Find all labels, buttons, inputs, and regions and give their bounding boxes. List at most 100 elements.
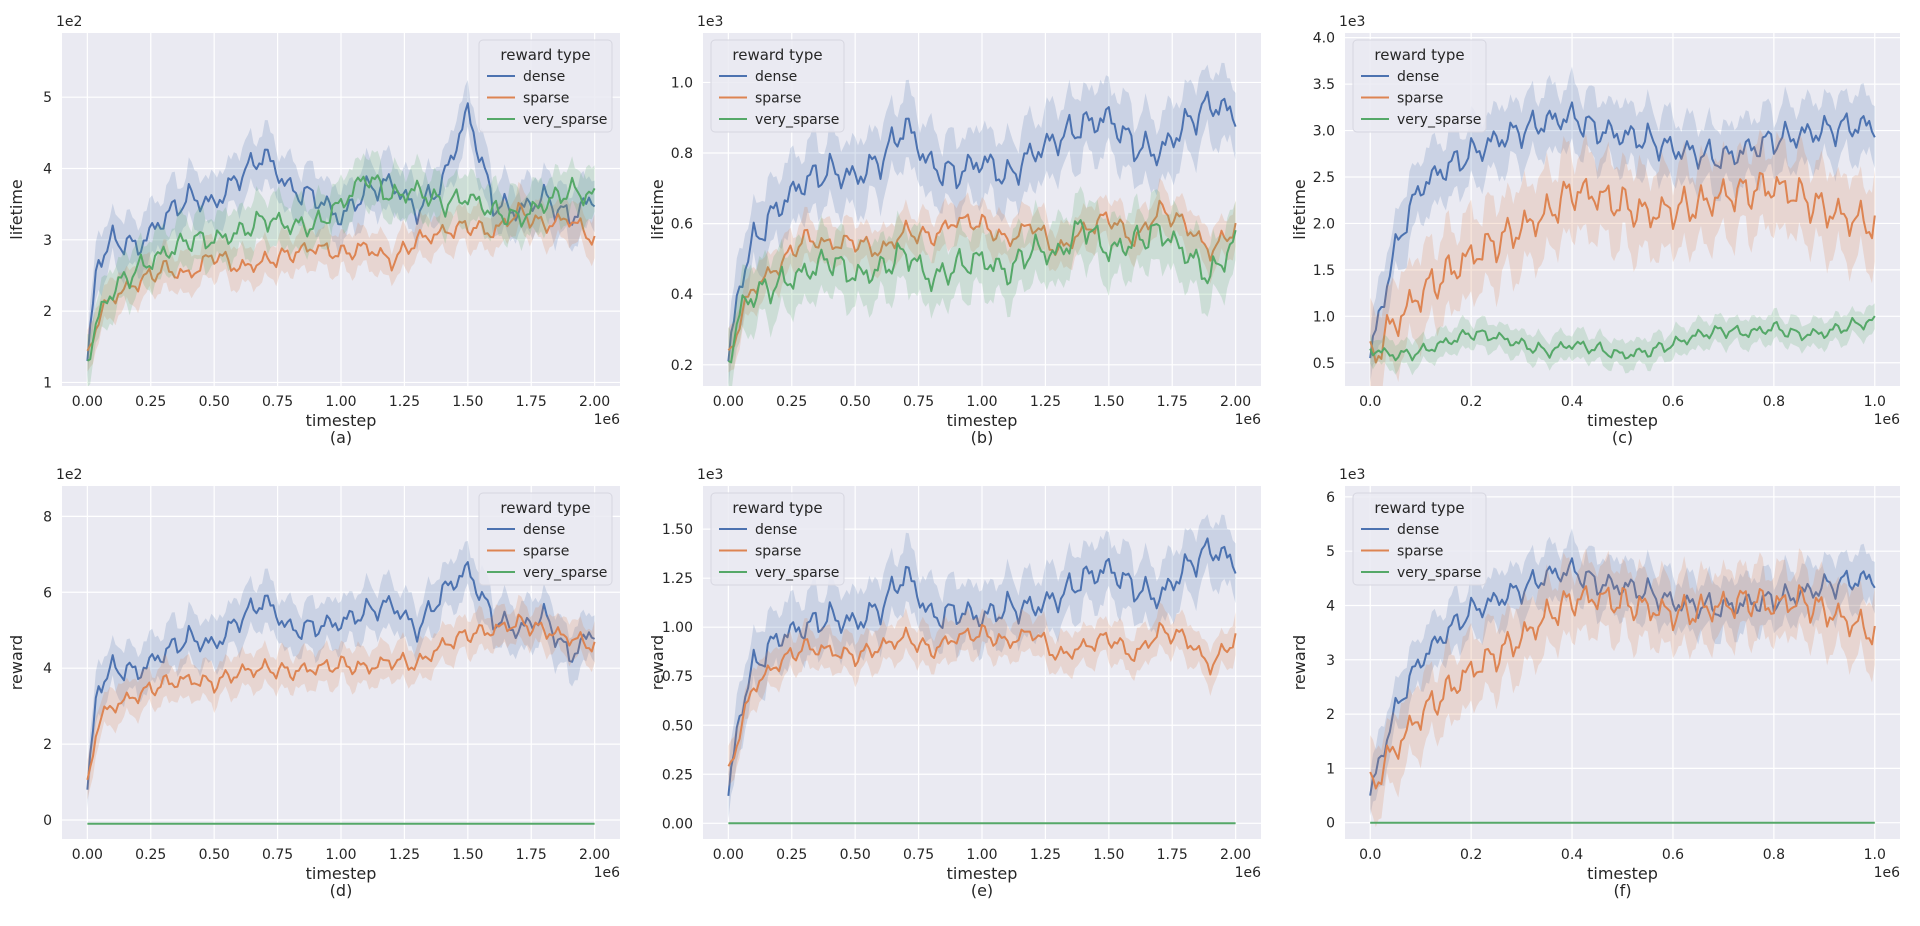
legend: reward type dense sparse very_sparse (710, 492, 845, 586)
y-tick-label: 1 (43, 375, 52, 391)
legend-entry-very_sparse: very_sparse (523, 565, 607, 581)
x-tick-label: 1.00 (966, 847, 997, 863)
legend: reward type dense sparse very_sparse (478, 39, 613, 133)
x-tick-label: 2.00 (1220, 847, 1251, 863)
x-tick-label: 0.50 (199, 394, 230, 410)
legend-entry-dense: dense (523, 69, 565, 85)
legend-entry-sparse: sparse (1397, 544, 1443, 560)
x-tick-label: 0.2 (1460, 847, 1482, 863)
legend-title: reward type (1374, 499, 1464, 517)
y-tick-label: 1.0 (671, 75, 693, 91)
x-tick-label: 0.6 (1662, 847, 1684, 863)
line-very_sparse (86, 174, 596, 362)
y-tick-label: 1.50 (662, 522, 693, 538)
y-offset-label: 1e3 (697, 14, 723, 30)
panel-caption: (e) (971, 881, 993, 900)
y-tick-label: 1.25 (662, 571, 693, 587)
legend-title: reward type (732, 46, 822, 64)
legend: reward type dense sparse very_sparse (1352, 39, 1487, 133)
legend-entry-sparse: sparse (755, 91, 801, 107)
y-offset-label: 1e2 (56, 14, 82, 30)
line-sparse (1369, 584, 1876, 790)
x-tick-label: 0.50 (199, 847, 230, 863)
x-tick-label: 0.50 (840, 394, 871, 410)
y-tick-label: 1.0 (1313, 309, 1335, 325)
legend-entry-very_sparse: very_sparse (755, 565, 839, 581)
legend-box (1352, 39, 1487, 133)
series-group (727, 62, 1237, 386)
x-tick-label: 0.25 (776, 847, 807, 863)
legend: reward type dense sparse very_sparse (1352, 492, 1487, 586)
x-tick-label: 0.25 (135, 394, 166, 410)
x-tick-label: 0.0 (1359, 847, 1381, 863)
x-axis-label: timestep (947, 864, 1018, 883)
x-tick-label: 0.75 (262, 394, 293, 410)
x-tick-label: 0.00 (72, 394, 103, 410)
legend-box (478, 492, 613, 586)
panel-caption: (f) (1613, 881, 1631, 900)
series-group (86, 540, 596, 825)
y-tick-label: 0 (43, 813, 52, 829)
line-very_sparse (727, 219, 1237, 364)
x-tick-label: 1.75 (1157, 847, 1188, 863)
x-tick-label: 0.8 (1763, 847, 1785, 863)
y-tick-label: 6 (1326, 490, 1335, 506)
line-very_sparse (1369, 315, 1876, 362)
band-sparse (728, 178, 1236, 373)
x-tick-label: 0.75 (903, 394, 934, 410)
y-tick-label: 2.0 (1313, 216, 1335, 232)
band-dense (87, 80, 595, 382)
legend-entry-sparse: sparse (523, 91, 569, 107)
x-tick-label: 1.0 (1864, 847, 1886, 863)
band-very_sparse (728, 186, 1236, 386)
legend-box (710, 39, 845, 133)
y-tick-label: 2 (1326, 707, 1335, 723)
y-tick-label: 4 (43, 161, 52, 177)
panel-caption: (b) (971, 428, 994, 447)
series-group (1369, 528, 1876, 828)
legend-title: reward type (500, 499, 590, 517)
line-sparse (1369, 171, 1876, 364)
y-axis-label: reward (1290, 635, 1309, 690)
panel-caption: (a) (330, 428, 352, 447)
y-tick-label: 5 (1326, 544, 1335, 560)
series-group (86, 80, 596, 386)
panel-caption: (d) (330, 881, 353, 900)
x-tick-label: 1.00 (325, 394, 356, 410)
x-tick-label: 0.50 (840, 847, 871, 863)
x-tick-label: 0.00 (72, 847, 103, 863)
legend-entry-very_sparse: very_sparse (523, 112, 607, 128)
band-dense (728, 514, 1236, 820)
y-tick-label: 0.6 (671, 217, 693, 233)
x-axis-label: timestep (947, 411, 1018, 430)
x-tick-label: 0.75 (262, 847, 293, 863)
legend-entry-dense: dense (755, 69, 797, 85)
y-tick-label: 0.2 (671, 358, 693, 374)
x-offset-label: 1e6 (594, 412, 621, 428)
y-offset-label: 1e3 (1339, 467, 1365, 483)
y-tick-label: 4 (43, 661, 52, 677)
band-dense (1370, 66, 1875, 383)
legend-title: reward type (1374, 46, 1464, 64)
y-offset-label: 1e2 (56, 467, 82, 483)
x-axis-label: timestep (306, 411, 377, 430)
y-tick-label: 0.5 (1313, 356, 1335, 372)
x-tick-label: 1.00 (325, 847, 356, 863)
x-offset-label: 1e6 (1235, 412, 1262, 428)
x-tick-label: 1.75 (1157, 394, 1188, 410)
y-tick-label: 0.50 (662, 718, 693, 734)
legend-entry-sparse: sparse (755, 544, 801, 560)
legend-box (1352, 492, 1487, 586)
y-tick-label: 0.25 (662, 767, 693, 783)
line-sparse (727, 621, 1237, 767)
x-axis-label: timestep (1587, 411, 1658, 430)
panel-f: 0.0 0.2 0.4 0.6 0.8 1.0 0 1 2 3 4 5 6 timestep(f) 1e6 1… (1290, 467, 1900, 900)
legend-entry-dense: dense (755, 522, 797, 538)
y-tick-label: 0.75 (662, 669, 693, 685)
panel-caption: (c) (1612, 428, 1633, 447)
line-dense (727, 90, 1237, 362)
x-tick-label: 2.00 (579, 847, 610, 863)
legend-box (478, 39, 613, 133)
x-tick-label: 2.00 (579, 394, 610, 410)
x-tick-label: 1.25 (389, 394, 420, 410)
